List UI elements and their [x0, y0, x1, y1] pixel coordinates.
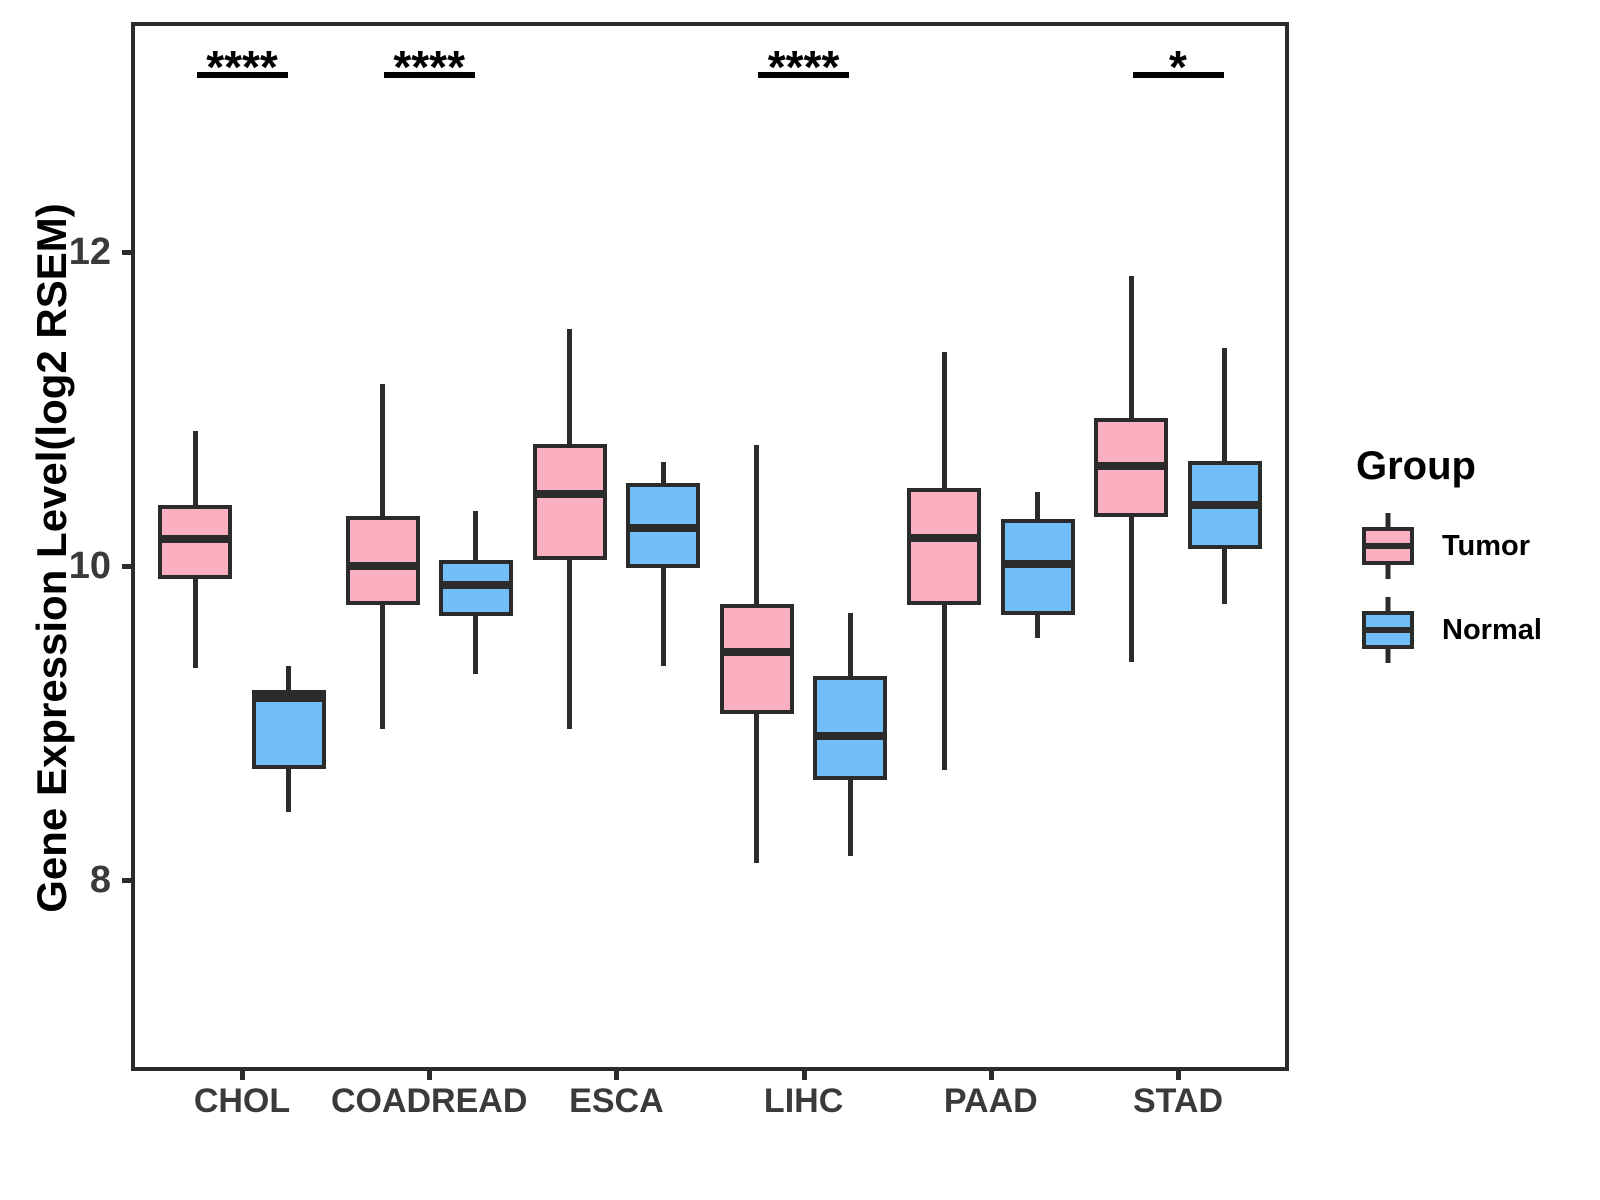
box-LIHC-Normal: [813, 675, 888, 780]
box-ESCA-Tumor: [532, 443, 607, 560]
median-PAAD-Tumor: [907, 533, 982, 542]
legend-items: Tumor Normal: [1352, 511, 1598, 665]
box-PAAD-Tumor: [907, 487, 982, 606]
median-COADREAD-Tumor: [345, 562, 420, 570]
significance-bar-COADREAD: [383, 72, 475, 78]
legend: Group Tumor Normal: [1352, 444, 1598, 679]
legend-item-tumor: Tumor: [1352, 511, 1598, 581]
legend-item-normal: Normal: [1352, 595, 1598, 665]
box-COADREAD-Tumor: [345, 515, 420, 606]
significance-bar-STAD: [1132, 72, 1224, 78]
x-axis-tick-STAD: [1176, 1071, 1181, 1080]
legend-label-tumor: Tumor: [1442, 529, 1531, 562]
median-LIHC-Tumor: [719, 648, 794, 657]
plot-area: 8 10 12 CHOL COADREAD ESCA LIHC PAAD STAD **** ***…: [69, 22, 1289, 1120]
y-axis-tick-12: [122, 250, 131, 255]
x-axis-label-PAAD: PAAD: [943, 1082, 1038, 1120]
y-axis-tick-label-10: 10: [68, 545, 111, 587]
x-axis-label-CHOL: CHOL: [193, 1082, 291, 1120]
median-STAD-Tumor: [1094, 461, 1169, 470]
significance-label-LIHC: ****: [767, 41, 840, 93]
median-STAD-Normal: [1187, 500, 1262, 509]
box-LIHC-Tumor: [719, 603, 794, 714]
x-axis-tick-CHOL: [240, 1071, 245, 1080]
significance-bar-CHOL: [196, 72, 288, 78]
y-axis-tick-label-12: 12: [68, 231, 111, 273]
significance-label-STAD: *: [1169, 41, 1187, 93]
median-LIHC-Normal: [813, 731, 888, 740]
x-axis-label-ESCA: ESCA: [569, 1082, 664, 1120]
y-axis-tick-label-8: 8: [89, 859, 111, 901]
x-axis-tick-ESCA: [614, 1071, 620, 1080]
median-CHOL-Tumor: [158, 535, 233, 544]
x-axis-tick-COADREAD: [427, 1071, 433, 1080]
significance-bar-LIHC: [758, 72, 850, 78]
x-axis-label-LIHC: LIHC: [763, 1082, 844, 1120]
x-axis-label-STAD: STAD: [1132, 1082, 1224, 1120]
median-ESCA-Normal: [626, 524, 701, 533]
legend-key-boxplot-icon: [1360, 597, 1416, 663]
significance-label-CHOL: ****: [206, 41, 278, 93]
median-PAAD-Normal: [1000, 560, 1075, 569]
x-axis-tick-PAAD: [988, 1071, 994, 1080]
legend-key-boxplot-icon: [1360, 513, 1416, 579]
y-axis-tick-10: [122, 564, 131, 569]
legend-title: Group: [1356, 444, 1476, 488]
box-CHOL-Normal: [251, 690, 326, 769]
x-axis-label-COADREAD: COADREAD: [330, 1082, 528, 1120]
median-ESCA-Tumor: [532, 489, 607, 498]
median-COADREAD-Normal: [438, 580, 513, 589]
significance-label-COADREAD: ****: [393, 41, 465, 93]
legend-label-normal: Normal: [1442, 613, 1542, 646]
x-axis-tick-LIHC: [801, 1071, 807, 1080]
y-axis-tick-8: [122, 878, 131, 883]
median-CHOL-Normal: [251, 693, 326, 702]
